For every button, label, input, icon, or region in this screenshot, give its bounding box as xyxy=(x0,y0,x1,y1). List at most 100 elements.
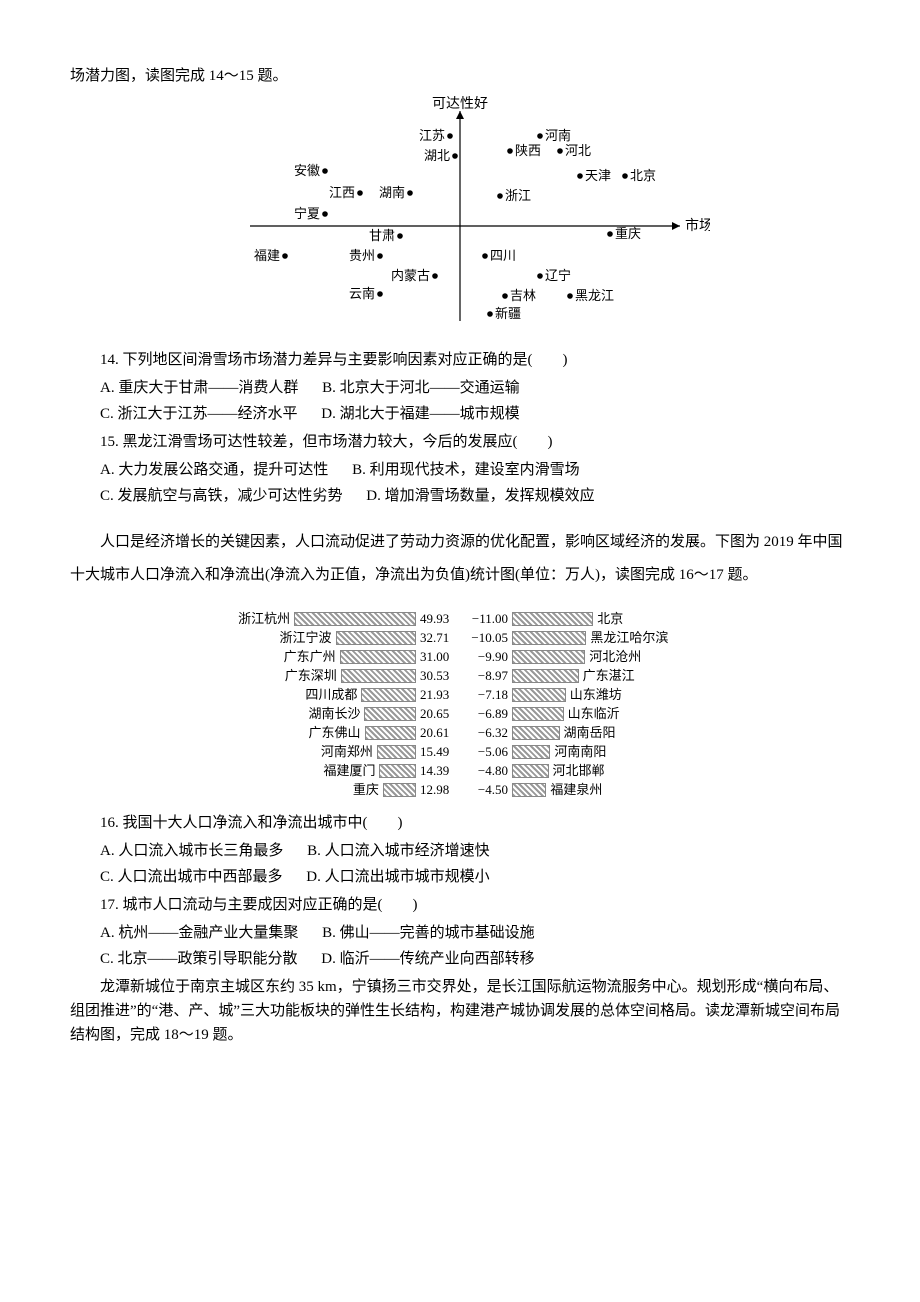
svg-text:云南: 云南 xyxy=(349,286,375,301)
svg-text:江苏: 江苏 xyxy=(419,128,445,143)
svg-text:江西: 江西 xyxy=(329,185,355,200)
bar-out-city: 河北沧州 xyxy=(585,647,699,668)
bar-in-city: 重庆 xyxy=(309,780,383,801)
bar-out-city: 湖南岳阳 xyxy=(560,723,674,744)
svg-text:福建: 福建 xyxy=(254,248,280,263)
bar-out-value: −11.00 xyxy=(460,609,512,630)
bar-out-rect xyxy=(512,612,593,626)
bar-out-value: −4.80 xyxy=(460,761,512,782)
bar-out-city: 河南南阳 xyxy=(550,742,664,763)
bar-row: 浙江杭州 49.93−11.00 北京 xyxy=(180,610,740,628)
bar-in-value: 49.93 xyxy=(416,609,460,630)
bar-in-city: 浙江杭州 xyxy=(220,609,294,630)
svg-text:天津: 天津 xyxy=(585,168,611,183)
bar-chart: 浙江杭州49.93−11.00北京浙江宁波32.71−10.05黑龙江哈尔滨广东… xyxy=(180,610,740,799)
q15-stem: 15. 黑龙江滑雪场可达性较差，但市场潜力较大，今后的发展应( ) xyxy=(70,430,850,454)
q17-optA: A. 杭州——金融产业大量集聚 xyxy=(100,925,298,941)
q15-optC: C. 发展航空与高铁，减少可达性劣势 xyxy=(100,488,343,504)
intro-14-15: 场潜力图，读图完成 14～15 题。 xyxy=(70,64,850,88)
q15-options-row1: A. 大力发展公路交通，提升可达性 B. 利用现代技术，建设室内滑雪场 xyxy=(70,458,850,482)
q16-optB: B. 人口流入城市经济增速快 xyxy=(307,843,490,859)
bar-in-rect xyxy=(336,631,417,645)
svg-text:新疆: 新疆 xyxy=(495,306,521,321)
svg-text:安徽: 安徽 xyxy=(294,163,320,178)
bar-out-rect xyxy=(512,688,566,702)
bar-out-value: −4.50 xyxy=(460,780,512,801)
bar-in-city: 广东广州 xyxy=(266,647,340,668)
q16-optA: A. 人口流入城市长三角最多 xyxy=(100,843,283,859)
bar-out-value: −8.97 xyxy=(460,666,512,687)
q14-stem: 14. 下列地区间滑雪场市场潜力差异与主要影响因素对应正确的是( ) xyxy=(70,348,850,372)
svg-text:贵州: 贵州 xyxy=(349,248,375,263)
q15-optD: D. 增加滑雪场数量，发挥规模效应 xyxy=(366,488,594,504)
bar-in-value: 15.49 xyxy=(416,742,460,763)
bar-out-city: 河北邯郸 xyxy=(549,761,663,782)
bar-out-value: −9.90 xyxy=(460,647,512,668)
bar-in-city: 广东佛山 xyxy=(291,723,365,744)
bar-out-city: 黑龙江哈尔滨 xyxy=(586,628,700,649)
bar-out-value: −6.32 xyxy=(460,723,512,744)
bar-out-rect xyxy=(512,669,579,683)
bar-in-rect xyxy=(341,669,416,683)
bar-in-city: 湖南长沙 xyxy=(290,704,364,725)
bar-row: 四川成都21.93−7.18山东潍坊 xyxy=(180,686,740,704)
bar-in-rect xyxy=(294,612,416,626)
q17-optD: D. 临沂——传统产业向西部转移 xyxy=(321,951,534,967)
bar-out-city: 山东潍坊 xyxy=(566,685,680,706)
svg-text:辽宁: 辽宁 xyxy=(545,268,571,283)
bar-out-value: −10.05 xyxy=(460,628,512,649)
bar-in-rect xyxy=(364,707,416,721)
svg-text:内蒙古: 内蒙古 xyxy=(391,268,430,283)
bar-row: 福建厦门 14.39−4.80 河北邯郸 xyxy=(180,762,740,780)
q17-options-row1: A. 杭州——金融产业大量集聚 B. 佛山——完善的城市基础设施 xyxy=(70,921,850,945)
svg-text:北京: 北京 xyxy=(630,168,656,183)
bar-row: 河南郑州15.49−5.06河南南阳 xyxy=(180,743,740,761)
svg-text:可达性好: 可达性好 xyxy=(432,96,488,112)
bar-out-rect xyxy=(512,650,585,664)
bar-row: 广东佛山 20.61−6.32 湖南岳阳 xyxy=(180,724,740,742)
q15-optA: A. 大力发展公路交通，提升可达性 xyxy=(100,462,328,478)
q16-options-row2: C. 人口流出城市中西部最多 D. 人口流出城市城市规模小 xyxy=(70,865,850,889)
q17-stem: 17. 城市人口流动与主要成因对应正确的是( ) xyxy=(70,893,850,917)
svg-text:湖南: 湖南 xyxy=(379,185,405,200)
bar-in-value: 14.39 xyxy=(416,761,460,782)
bar-in-value: 20.61 xyxy=(416,723,460,744)
bar-in-value: 32.71 xyxy=(416,628,460,649)
bar-row: 重庆 12.98−4.50 福建泉州 xyxy=(180,781,740,799)
bar-out-value: −5.06 xyxy=(460,742,512,763)
bar-out-city: 广东湛江 xyxy=(579,666,693,687)
bar-row: 浙江宁波32.71−10.05黑龙江哈尔滨 xyxy=(180,629,740,647)
bar-out-rect xyxy=(512,783,546,797)
svg-text:吉林: 吉林 xyxy=(510,288,536,303)
bar-in-value: 21.93 xyxy=(416,685,460,706)
bar-out-rect xyxy=(512,745,550,759)
bar-in-city: 福建厦门 xyxy=(305,761,379,782)
svg-text:黑龙江: 黑龙江 xyxy=(575,288,614,303)
bar-out-rect xyxy=(512,707,564,721)
bar-row: 广东广州31.00−9.90河北沧州 xyxy=(180,648,740,666)
q14-optC: C. 浙江大于江苏——经济水平 xyxy=(100,406,298,422)
bar-out-value: −6.89 xyxy=(460,704,512,725)
q14-optA: A. 重庆大于甘肃——消费人群 xyxy=(100,380,298,396)
bar-out-value: −7.18 xyxy=(460,685,512,706)
scatter-chart: 可达性好市场潜力大江苏河南湖北陕西河北安徽天津北京江西湖南浙江宁夏甘肃重庆福建贵… xyxy=(210,96,710,336)
q17-optB: B. 佛山——完善的城市基础设施 xyxy=(322,925,535,941)
svg-text:河北: 河北 xyxy=(565,143,591,158)
bar-out-rect xyxy=(512,764,549,778)
bar-in-value: 12.98 xyxy=(416,780,460,801)
bar-in-rect xyxy=(340,650,416,664)
bar-out-city: 福建泉州 xyxy=(546,780,660,801)
bar-out-city: 北京 xyxy=(593,609,707,630)
q16-options-row1: A. 人口流入城市长三角最多 B. 人口流入城市经济增速快 xyxy=(70,839,850,863)
bar-in-city: 广东深圳 xyxy=(267,666,341,687)
q14-options-row1: A. 重庆大于甘肃——消费人群 B. 北京大于河北——交通运输 xyxy=(70,376,850,400)
bar-in-value: 20.65 xyxy=(416,704,460,725)
q14-optB: B. 北京大于河北——交通运输 xyxy=(322,380,520,396)
svg-text:河南: 河南 xyxy=(545,128,571,143)
svg-text:市场潜力大: 市场潜力大 xyxy=(685,217,710,234)
bar-in-rect xyxy=(383,783,416,797)
svg-text:重庆: 重庆 xyxy=(615,226,641,241)
bar-out-rect xyxy=(512,631,586,645)
svg-text:陕西: 陕西 xyxy=(515,143,541,158)
q17-optC: C. 北京——政策引导职能分散 xyxy=(100,951,298,967)
